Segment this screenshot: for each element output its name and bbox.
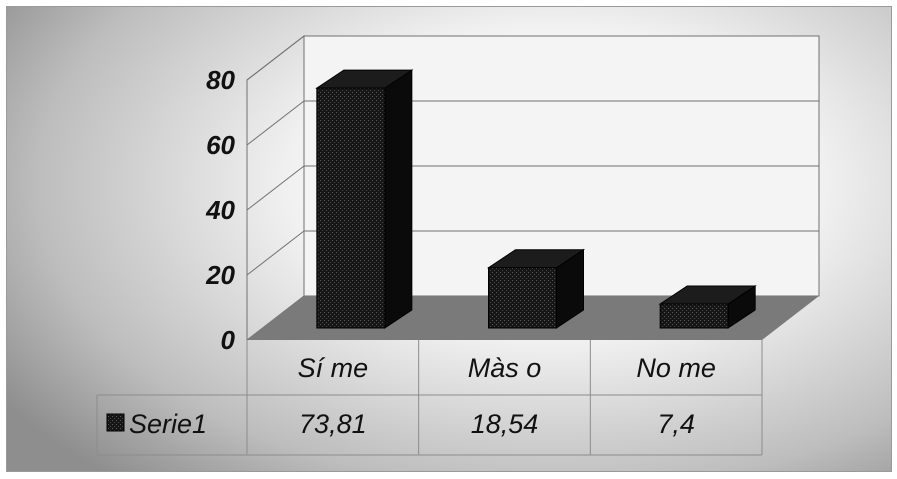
data-label: 18,54: [471, 409, 539, 439]
bars: [315, 69, 757, 329]
category-label: Màs o: [468, 353, 542, 383]
gridline-side: [246, 35, 305, 81]
y-tick-label: 60: [206, 130, 235, 160]
bar-front: [316, 87, 386, 329]
y-tick-label: 0: [221, 325, 236, 355]
bar: [486, 248, 586, 329]
gridline-side: [246, 230, 305, 276]
data-table: Sí me Màs o No me 73,81 18,54 7,4 Serie1: [96, 340, 763, 456]
gridline-side: [246, 165, 305, 211]
bar-front: [659, 303, 729, 329]
bar: [658, 285, 757, 329]
y-axis-ticks: 0 20 40 60 80: [205, 65, 235, 355]
category-label: No me: [636, 353, 716, 383]
y-tick-label: 40: [205, 195, 235, 225]
y-tick-label: 20: [205, 260, 235, 290]
bar-front: [488, 267, 557, 329]
chart-frame: 0 20 40 60 80 Sí me Màs o No me 73,81 18,54 7,4 Se…: [6, 6, 892, 472]
data-label: 7,4: [657, 409, 695, 439]
series-name: Serie1: [129, 409, 207, 439]
y-tick-label: 80: [206, 65, 235, 95]
data-label: 73,81: [299, 409, 367, 439]
bar-side: [384, 69, 413, 329]
category-label: Sí me: [298, 353, 369, 383]
bar: [315, 69, 414, 329]
legend-key: [106, 413, 125, 432]
gridline-side: [246, 100, 305, 146]
bar-chart-3d: 0 20 40 60 80 Sí me Màs o No me 73,81 18,54 7,4 Se…: [96, 34, 820, 456]
